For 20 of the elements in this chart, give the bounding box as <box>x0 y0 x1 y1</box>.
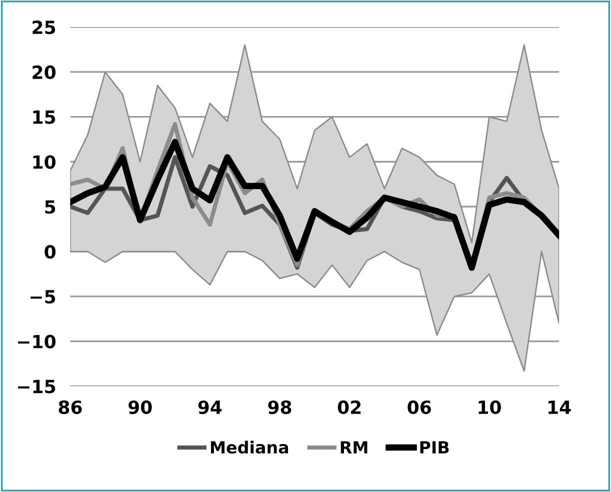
legend-label: Mediana <box>210 440 288 454</box>
legend-label: RM <box>340 441 368 454</box>
y-tick-label: 0 <box>44 244 56 259</box>
x-tick-label: 98 <box>268 400 292 414</box>
y-tick-label: 15 <box>33 110 56 124</box>
x-tick-label: 06 <box>408 400 431 414</box>
x-tick-label: 94 <box>198 400 222 414</box>
y-tick-label: 5 <box>45 200 56 214</box>
x-tick-label: 86 <box>58 400 82 414</box>
x-tick-label: 90 <box>128 400 152 414</box>
legend-label: PIB <box>420 441 449 454</box>
x-tick-label: 02 <box>338 400 361 414</box>
y-tick-label: −5 <box>30 290 56 304</box>
y-tick-label: 20 <box>32 65 56 80</box>
x-tick-label: 14 <box>548 400 571 414</box>
y-tick-label: −10 <box>18 334 56 348</box>
y-tick-label: 10 <box>33 155 56 169</box>
y-tick-label: 25 <box>32 20 56 34</box>
x-tick-label: 10 <box>478 400 501 414</box>
y-tick-label: −15 <box>18 380 56 394</box>
